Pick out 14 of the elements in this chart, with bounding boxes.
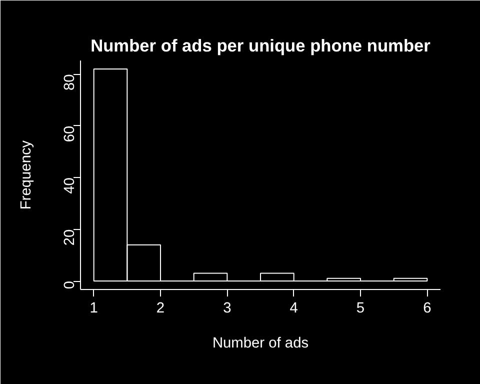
y-tick-label: 80 <box>62 74 78 90</box>
x-tick-label: 6 <box>423 300 432 316</box>
x-tick-label: 1 <box>90 300 98 316</box>
x-tick-label: 5 <box>356 300 365 316</box>
y-tick-label: 0 <box>62 281 78 290</box>
y-tick-label: 60 <box>62 126 78 142</box>
y-tick-label: 40 <box>62 178 78 194</box>
y-tick-label: 20 <box>62 229 78 246</box>
x-axis-title: Number of ads <box>212 336 309 352</box>
chart-title: Number of ads per unique phone number <box>90 36 431 56</box>
x-tick-label: 4 <box>290 300 298 316</box>
x-tick-label: 3 <box>223 300 232 316</box>
y-axis-title: Frequency <box>18 140 34 210</box>
x-tick-label: 2 <box>156 300 165 316</box>
